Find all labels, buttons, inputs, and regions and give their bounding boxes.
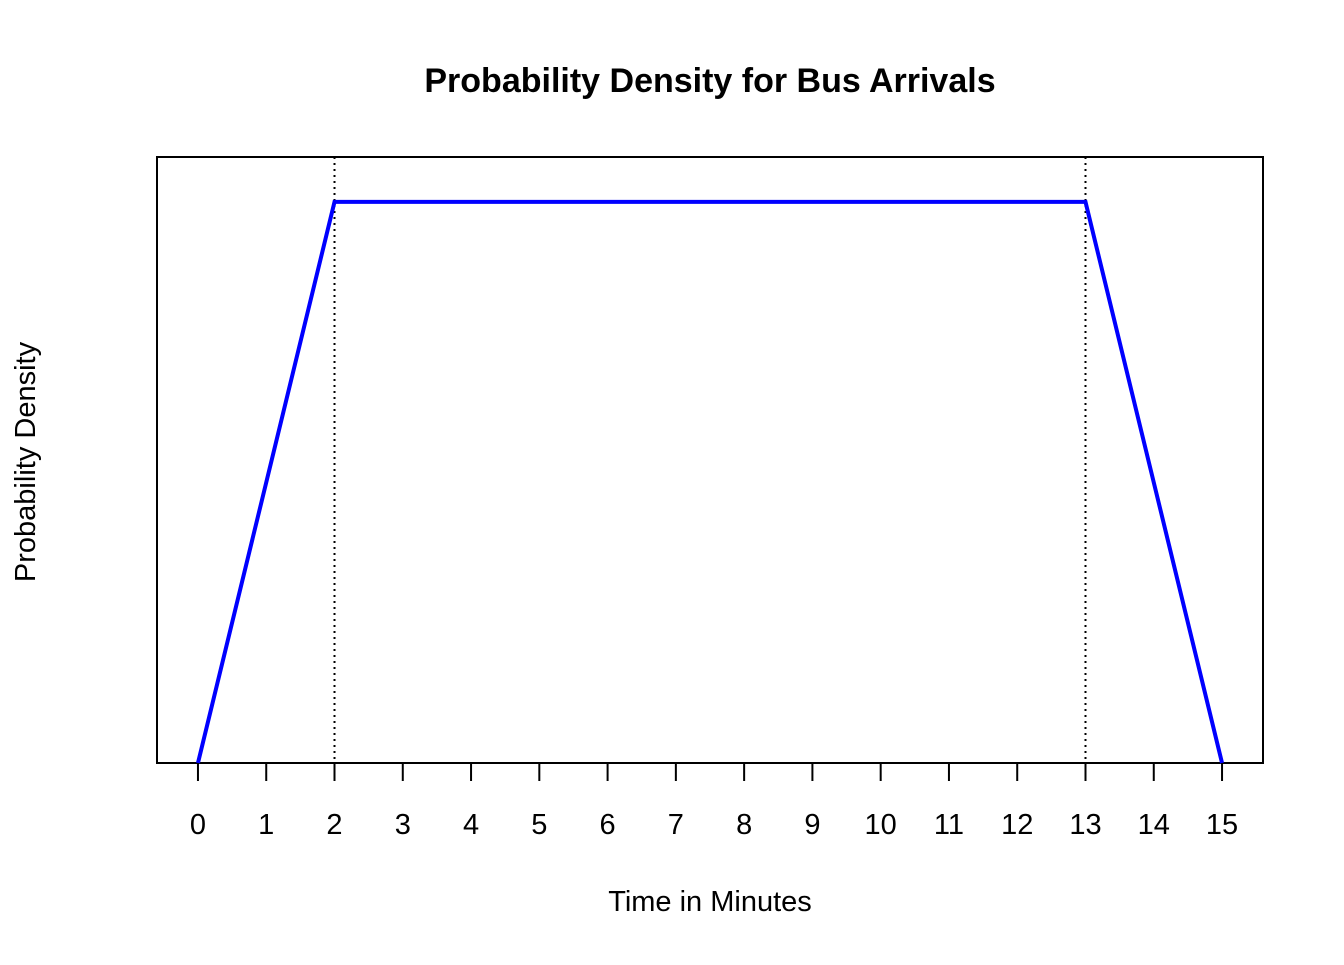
x-tick-label-15: 15 xyxy=(1206,809,1238,841)
x-tick-label-8: 8 xyxy=(736,809,752,841)
density-line xyxy=(196,199,1224,764)
x-axis: 0 1 2 3 4 5 6 7 8 9 10 11 12 13 14 15 xyxy=(190,763,1238,841)
x-tick-label-9: 9 xyxy=(804,809,820,841)
reference-lines xyxy=(333,157,1087,763)
x-tick-label-7: 7 xyxy=(668,809,684,841)
plot-frame xyxy=(156,156,1264,764)
x-axis-label: Time in Minutes xyxy=(608,886,812,918)
series-layer xyxy=(196,199,1224,764)
x-tick-label-5: 5 xyxy=(531,809,547,841)
x-tick-label-2: 2 xyxy=(326,809,342,841)
x-tick-label-13: 13 xyxy=(1069,809,1101,841)
x-tick-label-11: 11 xyxy=(934,809,964,841)
x-tick-label-0: 0 xyxy=(190,809,206,841)
y-axis-label: Probability Density xyxy=(10,341,42,582)
chart-title: Probability Density for Bus Arrivals xyxy=(424,62,995,100)
x-tick-label-1: 1 xyxy=(258,809,274,841)
x-tick-label-14: 14 xyxy=(1138,809,1170,841)
x-tick-label-6: 6 xyxy=(600,809,616,841)
x-tick-label-12: 12 xyxy=(1001,809,1033,841)
x-tick-label-4: 4 xyxy=(463,809,479,841)
x-tick-label-3: 3 xyxy=(395,809,411,841)
x-tick-label-10: 10 xyxy=(865,809,897,841)
